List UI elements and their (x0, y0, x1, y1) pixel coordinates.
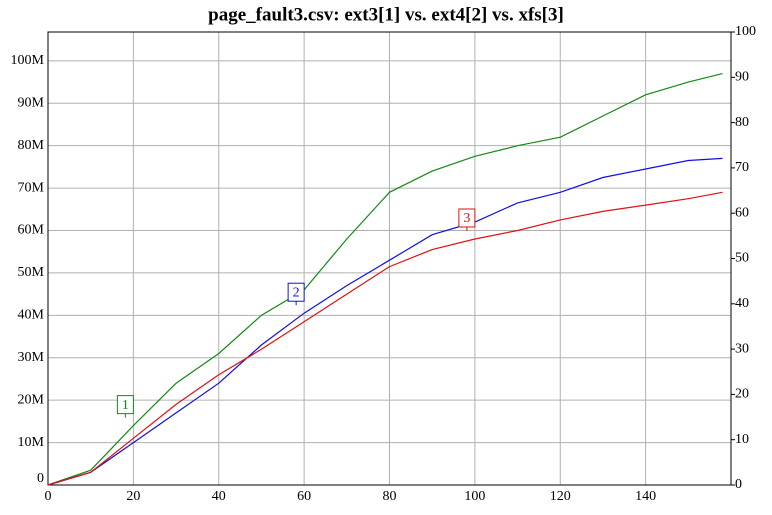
y2-tick-label: 50 (735, 251, 749, 266)
series-label-text: 3 (463, 211, 470, 226)
y2-tick-label: 30 (735, 341, 749, 356)
series-line (47, 157, 723, 486)
y-tick-label: 100M (11, 53, 45, 68)
x-tick-label: 120 (550, 489, 571, 504)
y2-tick-label: 100 (735, 24, 756, 39)
y2-tick-label: 40 (735, 296, 749, 311)
series-label-box (116, 395, 134, 415)
y2-tick-label: 70 (735, 160, 749, 175)
plot-frame (47, 31, 732, 486)
series-label-text: 2 (293, 285, 300, 300)
y-tick-label: 90M (18, 95, 45, 110)
x-tick-label: 100 (464, 489, 485, 504)
y-tick-label: 0 (37, 471, 44, 486)
x-tick-label: 140 (635, 489, 656, 504)
series-line (47, 191, 723, 486)
y-tick-label: 30M (18, 350, 45, 365)
series-line (47, 73, 723, 486)
y2-tick-label: 10 (735, 432, 749, 447)
y2-tick-label: 90 (735, 70, 749, 85)
y-tick-label: 20M (18, 392, 45, 407)
y2-tick-label: 60 (735, 205, 749, 220)
series-label-box (458, 208, 476, 228)
y-tick-label: 80M (18, 138, 45, 153)
chart-title: page_fault3.csv: ext3[1] vs. ext4[2] vs.… (208, 4, 564, 25)
y-tick-label: 60M (18, 223, 45, 238)
y-tick-label: 40M (18, 308, 45, 323)
y-tick-label: 50M (18, 265, 45, 280)
x-tick-label: 40 (212, 489, 226, 504)
y2-tick-label: 20 (735, 387, 749, 402)
y2-tick-label: 0 (735, 477, 742, 492)
y-tick-label: 70M (18, 180, 45, 195)
series-label-text: 1 (122, 398, 129, 413)
y-tick-label: 10M (18, 435, 45, 450)
x-tick-label: 0 (45, 489, 52, 504)
series-label: 2 (287, 282, 305, 306)
series-label-box (287, 282, 305, 302)
x-tick-label: 60 (297, 489, 311, 504)
series-label: 3 (458, 208, 476, 231)
y2-tick-label: 80 (735, 115, 749, 130)
x-tick-label: 20 (126, 489, 140, 504)
x-tick-label: 80 (383, 489, 397, 504)
series-label: 1 (116, 395, 134, 418)
